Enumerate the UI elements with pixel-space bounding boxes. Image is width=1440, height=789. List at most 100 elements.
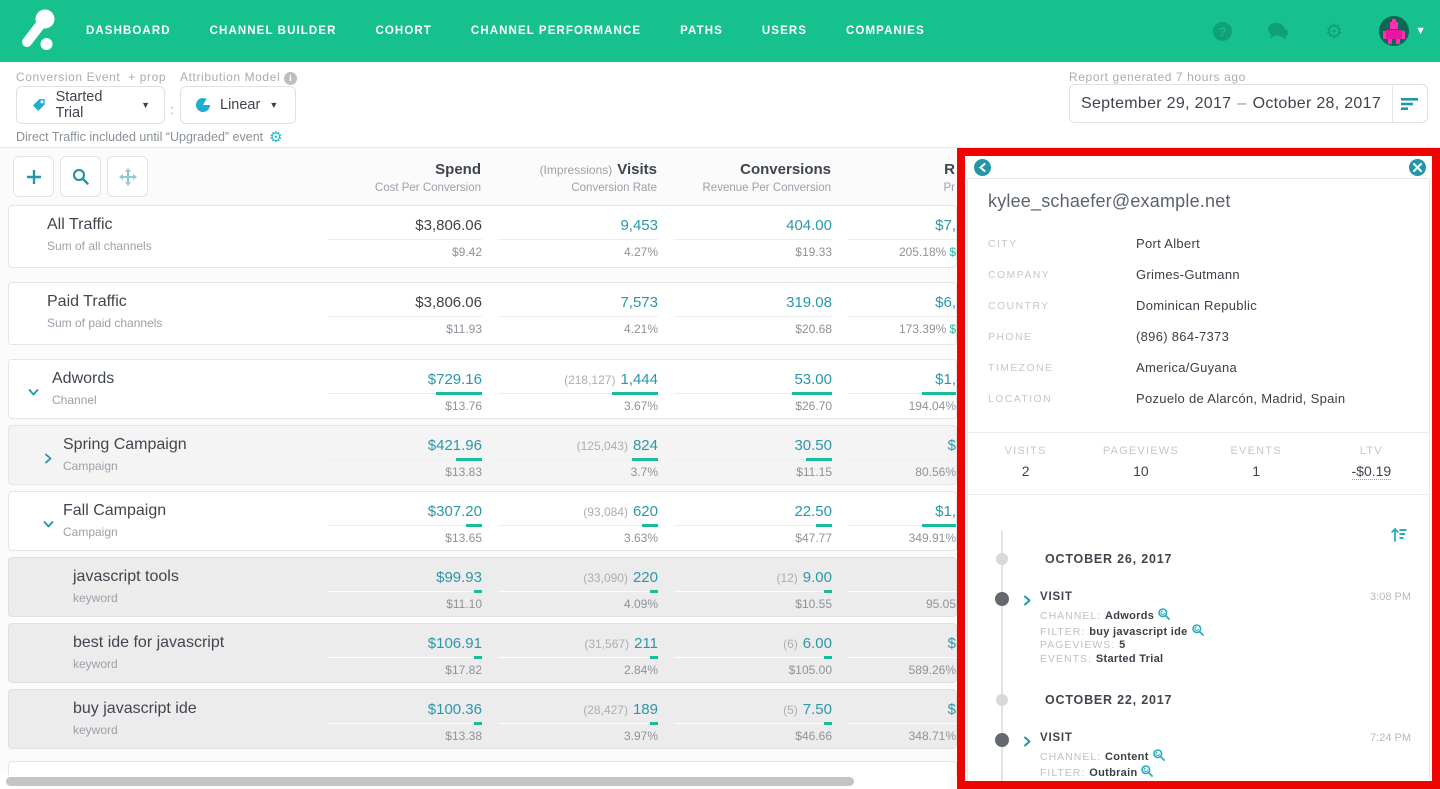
cell-sub-value: $105.00 [788,663,832,677]
panel-close-button[interactable] [1409,159,1426,176]
cell-divider [848,392,956,395]
nav-item-cohort[interactable]: COHORT [375,25,432,37]
visit-field-channel: CHANNEL: Content [1040,749,1429,765]
column-title-text: Conversions [740,161,831,178]
nav-item-dashboard[interactable]: DASHBOARD [86,25,171,37]
row-cell-r: $348.71% [832,690,956,748]
cell-value-text: $3,806.06 [415,294,482,311]
info-icon[interactable]: i [284,72,298,85]
stat-label: EVENTS [1230,445,1282,457]
column-header-visits[interactable]: (Impressions) Visits Conversion Rate [481,161,657,194]
row-title: Paid Traffic [47,293,127,310]
visit-expand-chevron-icon[interactable] [1022,734,1033,752]
row-cell-conversions: 22.50 $47.77 [658,492,832,550]
table-row-javascript-tools[interactable]: javascript tools keyword $99.93 $11.10 (33,0… [8,557,957,617]
value-bar [466,524,482,527]
row-cell-visits: (125,043) 824 3.7% [482,426,658,484]
conversion-event-selector[interactable]: Started Trial ▼ [16,86,165,124]
cell-value-text: 30.50 [794,437,832,454]
row-cell-visits: (218,127) 1,444 3.67% [482,360,658,418]
scrollbar-thumb[interactable] [6,777,854,786]
cell-value-text: $1, [935,371,956,388]
table-row-all-traffic[interactable]: All Traffic Sum of all channels $3,806.06 $… [8,205,957,268]
cell-divider [674,656,832,659]
table-row-spring-campaign[interactable]: Spring Campaign Campaign $421.96 $13.83 (125… [8,425,957,485]
table-row-paid-traffic[interactable]: Paid Traffic Sum of paid channels $3,806.0… [8,282,957,345]
row-name-cell: buy javascript ide keyword [9,690,312,748]
attribution-model-selector[interactable]: Linear ▼ [180,86,296,124]
conversion-event-label: Conversion Event + prop [16,70,167,84]
table-row-best-ide-for-javascript[interactable]: best ide for javascript keyword $106.91 $17… [8,623,957,683]
help-icon[interactable]: ? [1211,20,1233,42]
cell-pre-value: (5) [783,703,798,717]
cell-main-value: $100.36 [312,699,482,721]
cell-main-value: (5) 7.50 [658,699,832,721]
panel-back-button[interactable] [974,159,991,176]
timeline-date-label: OCTOBER 22, 2017 [1045,693,1173,707]
date-range-picker[interactable]: September 29, 2017– October 28, 2017 [1069,84,1428,123]
cell-value-text: $421.96 [427,437,482,454]
value-bar [792,392,832,395]
visit-type-label: VISIT [1040,591,1073,603]
add-channel-button[interactable] [13,156,54,197]
filter-bar: Conversion Event + prop Attribution Mode… [0,62,1440,148]
sort-timeline-icon[interactable] [1391,527,1407,547]
column-header-r[interactable]: R Pr [831,161,956,194]
cell-value-text: 7,573 [620,294,658,311]
date-presets-icon[interactable] [1393,97,1427,111]
column-header-spend[interactable]: Spend Cost Per Conversion [311,161,481,194]
search-filter-icon[interactable] [1158,608,1171,620]
search-button[interactable] [60,156,101,197]
add-prop-link[interactable]: + prop [128,70,167,84]
search-filter-icon[interactable] [1152,749,1165,761]
detail-value: Port Albert [1136,236,1200,251]
value-bar [456,458,482,461]
cell-main-value: 9,453 [482,215,658,237]
datebox-divider [1392,85,1393,122]
nav-item-companies[interactable]: COMPANIES [846,25,925,37]
column-subtitle: Conversion Rate [571,182,657,194]
cell-value-text: 22.50 [794,503,832,520]
table-row-fall-campaign[interactable]: Fall Campaign Campaign $307.20 $13.65 (93,08… [8,491,957,551]
move-columns-button[interactable] [107,156,148,197]
cell-sub-value: $9.42 [451,245,482,259]
app-logo-icon[interactable] [16,7,60,55]
table-row-buy-javascript-ide[interactable]: buy javascript ide keyword $100.36 $13.38 (2… [8,689,957,749]
cell-sub-value: $11.10 [446,597,482,611]
expand-chevron-right-icon[interactable] [43,451,54,469]
note-settings-gear-icon[interactable]: ⚙ [269,129,283,146]
column-header-conversions[interactable]: Conversions Revenue Per Conversion [657,161,832,194]
cell-divider [674,722,832,725]
chat-icon[interactable] [1267,20,1289,42]
expand-chevron-down-icon[interactable] [28,385,39,403]
user-details: CITY Port Albert COMPANY Grimes-Gutmann COUN… [988,228,1409,414]
row-cell-r: 95.05 [832,558,956,616]
table-row-adwords[interactable]: Adwords Channel $729.16 $13.76 (218,127) 1,44… [8,359,957,419]
nav-item-channel-builder[interactable]: CHANNEL BUILDER [209,25,337,37]
nav-item-users[interactable]: USERS [761,25,808,37]
visit-expand-chevron-icon[interactable] [1022,593,1033,611]
search-filter-icon[interactable] [1141,764,1154,777]
detail-label: CITY [988,237,1018,250]
expand-chevron-down-icon[interactable] [43,517,54,535]
cell-sub-value: $13.38 [445,729,482,743]
timeline-date-label: OCTOBER 26, 2017 [1045,552,1173,566]
value-bar [816,524,832,527]
cell-sub-value: $13.83 [445,465,482,479]
settings-gear-icon[interactable]: ⚙ [1325,20,1344,43]
nav-item-channel-performance[interactable]: CHANNEL PERFORMANCE [470,25,642,37]
nav-item-paths[interactable]: PATHS [680,25,723,37]
cell-main-value: $729.16 [312,369,482,391]
cell-divider [498,590,658,593]
search-filter-icon[interactable] [1191,623,1204,636]
row-title: All Traffic [47,216,113,233]
cell-sub-value: 2.84% [623,663,658,677]
visit-field-filter: FILTER: Outbrain [1040,764,1429,781]
cell-main-value: 7,573 [482,292,658,314]
cell-divider [848,316,956,317]
timeline-date-dot [996,694,1008,706]
value-bar [474,722,482,725]
user-avatar-menu[interactable]: ▼ [1379,16,1426,46]
cell-sub-value: $47.77 [795,531,832,545]
cell-sub-value: 3.67% [623,399,658,413]
